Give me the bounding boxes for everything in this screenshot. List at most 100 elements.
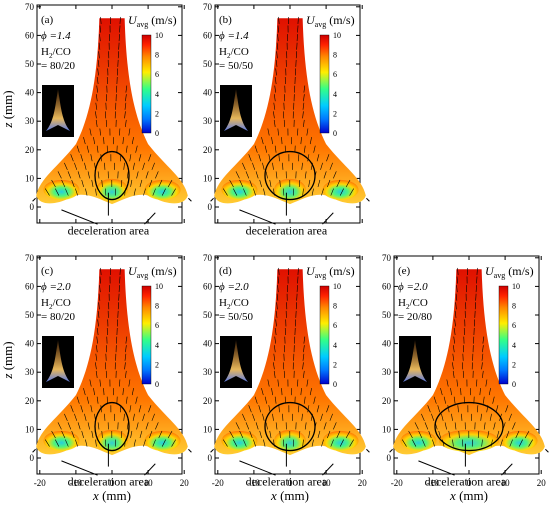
corner-mark — [545, 448, 549, 453]
vector-arrow — [64, 162, 68, 170]
vector-arrow — [235, 422, 240, 430]
vector-arrow — [281, 388, 283, 396]
vector-arrow — [277, 285, 279, 293]
vector-arrow — [321, 439, 324, 447]
vector-arrow — [119, 267, 121, 275]
vector-arrow — [222, 188, 228, 196]
x-axis-title: x (mm) — [270, 488, 309, 503]
vector-arrow — [275, 171, 278, 179]
vector-arrow — [313, 396, 316, 404]
vector-arrow — [242, 162, 246, 170]
colorbar-tick-label: 6 — [512, 321, 516, 330]
vector-arrow — [129, 405, 132, 413]
vector-arrow — [476, 276, 478, 284]
colorbar-tick-label: 2 — [155, 360, 159, 369]
vector-arrow — [333, 171, 337, 179]
vector-arrow — [125, 94, 127, 102]
vector-arrow — [142, 162, 145, 170]
vector-arrow — [76, 396, 80, 404]
vector-arrow — [98, 51, 100, 59]
vector-arrow — [93, 388, 95, 396]
vector-arrow — [274, 76, 277, 85]
vector-arrow — [276, 302, 278, 310]
vector-arrow — [95, 353, 98, 361]
vector-arrow — [457, 267, 459, 275]
vector-arrow — [482, 336, 485, 344]
deceleration-ellipse — [94, 150, 130, 201]
vector-arrow — [302, 362, 304, 370]
x-tick-label: -20 — [212, 478, 224, 488]
vector-arrow — [96, 327, 99, 336]
annotation-text: deceleration area — [246, 224, 328, 238]
vector-arrow — [262, 162, 265, 170]
vector-arrow — [485, 379, 488, 387]
z-tick-label: 10 — [203, 173, 213, 183]
vector-arrow — [232, 439, 238, 447]
vector-arrow — [253, 439, 256, 447]
vector-arrow — [456, 276, 459, 284]
z-tick-label: 40 — [382, 339, 392, 349]
vector-arrow — [158, 430, 163, 439]
z-tick-label: 40 — [203, 339, 213, 349]
vector-arrow — [99, 276, 102, 284]
corner-mark — [32, 197, 36, 202]
z-tick-label: 10 — [25, 424, 35, 434]
vector-arrow — [99, 34, 101, 42]
vector-arrow — [306, 379, 309, 387]
vector-arrow — [301, 162, 303, 170]
z-tick-label: 40 — [25, 339, 35, 349]
z-axis-title: z (mm) — [0, 341, 15, 379]
vector-arrow — [454, 422, 457, 430]
vector-arrow — [86, 145, 90, 153]
axes-frame — [36, 255, 183, 475]
colorbar-tick-label: 6 — [155, 321, 159, 330]
x-tick-label: -10 — [248, 478, 260, 488]
ratio-value: = 50/50 — [219, 60, 254, 72]
colorbar-tick-label: 2 — [333, 109, 337, 118]
vector-arrow — [101, 430, 103, 439]
vector-arrow — [476, 379, 478, 387]
vector-arrow — [252, 162, 256, 170]
colorbar-tick-label: 4 — [155, 90, 159, 99]
deceleration-ellipse — [434, 401, 504, 452]
colorbar-tick-label: 4 — [333, 90, 337, 99]
colorbar-tick-label: 4 — [333, 341, 337, 350]
vector-arrow — [253, 188, 256, 196]
annotation-arrow-left — [239, 460, 276, 476]
vector-arrow — [452, 439, 454, 447]
vector-arrow — [440, 388, 443, 396]
colorbar-tick-label: 0 — [333, 380, 337, 389]
x-tick-label: -10 — [427, 478, 439, 488]
vector-arrow — [97, 68, 99, 76]
vector-arrow — [326, 405, 330, 413]
vector-arrow — [138, 154, 142, 162]
vector-arrow — [329, 162, 333, 170]
colorbar-tick-label: 8 — [155, 51, 159, 60]
vector-arrow — [81, 430, 84, 439]
vector-arrow — [302, 111, 304, 119]
vector-arrow — [441, 413, 444, 421]
vector-arrow — [309, 388, 312, 396]
vector-arrow — [460, 388, 462, 396]
vector-arrow — [65, 188, 69, 196]
vector-arrow — [433, 396, 437, 404]
vector-arrow — [303, 119, 305, 127]
vector-arrow — [278, 154, 280, 162]
vector-arrow — [125, 85, 128, 93]
vector-arrow — [254, 396, 258, 404]
vector-arrow — [302, 188, 304, 196]
vector-arrow — [518, 439, 523, 447]
vector-arrow — [492, 396, 495, 404]
vector-arrow — [298, 405, 300, 413]
vector-arrow — [136, 171, 139, 179]
vector-arrow — [453, 396, 456, 404]
phi-label: ϕ =2.0 — [219, 281, 249, 293]
vector-arrow — [297, 276, 299, 284]
vector-arrow — [431, 413, 435, 421]
colorbar-tick-label: 8 — [155, 302, 159, 311]
corner-mark — [366, 448, 370, 453]
vector-arrow — [279, 430, 281, 439]
x-tick-label: -20 — [34, 478, 46, 488]
vector-arrow — [300, 137, 302, 145]
deceleration-ellipse — [94, 401, 130, 452]
